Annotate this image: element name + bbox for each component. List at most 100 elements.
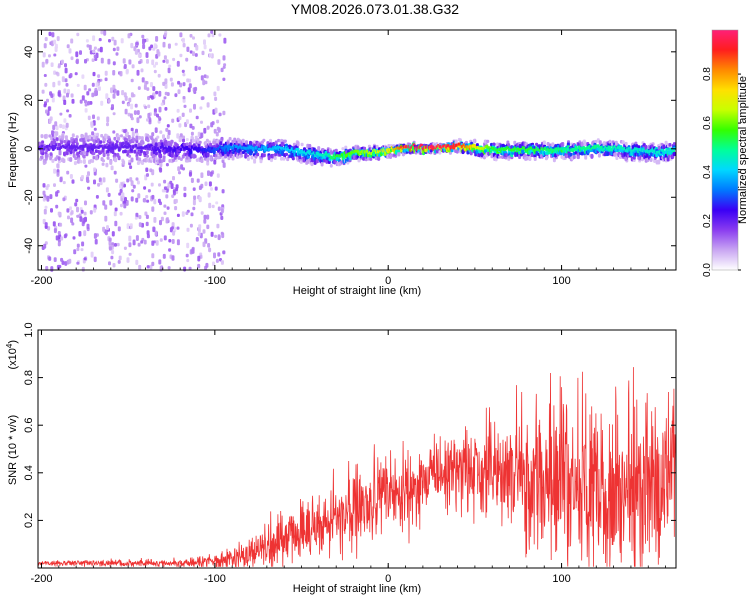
- heatmap-cell: [118, 255, 122, 261]
- heatmap-cell: [135, 135, 139, 141]
- heatmap-cell: [159, 167, 163, 173]
- chart-title: YM08.2026.073.01.38.G32: [290, 1, 460, 17]
- heatmap-cell: [96, 132, 99, 137]
- heatmap-cell: [308, 144, 312, 148]
- heatmap-cell: [150, 182, 154, 187]
- heatmap-cell: [202, 229, 206, 234]
- heatmap-cell: [163, 186, 167, 191]
- heatmap-cell: [220, 260, 224, 265]
- heatmap-cell: [281, 147, 284, 151]
- heatmap-cell: [98, 177, 102, 183]
- heatmap-cell: [138, 135, 142, 140]
- heatmap-cell: [50, 208, 53, 213]
- heatmap-cell: [91, 131, 95, 136]
- heatmap-cell: [155, 240, 159, 246]
- heatmap-cell: [320, 153, 323, 157]
- heatmap-cell: [41, 144, 44, 148]
- heatmap-cell: [215, 201, 219, 205]
- heatmap-cell: [377, 155, 381, 161]
- heatmap-cell: [400, 145, 403, 149]
- heatmap-cell: [205, 262, 209, 268]
- heatmap-cell: [303, 150, 306, 154]
- heatmap-cell: [542, 140, 546, 145]
- heatmap-cell: [55, 131, 59, 136]
- heatmap-cell: [48, 256, 52, 261]
- heatmap-cell: [78, 145, 82, 149]
- heatmap-cell: [79, 151, 83, 156]
- heatmap-cell: [121, 141, 125, 145]
- heatmap-cell: [67, 143, 71, 147]
- heatmap-cell: [121, 90, 125, 96]
- heatmap-cell: [127, 33, 131, 39]
- heatmap-cell: [42, 52, 46, 58]
- heatmap-cell: [102, 159, 105, 163]
- heatmap-cell: [239, 144, 242, 148]
- heatmap-cell: [102, 146, 105, 150]
- heatmap-cell: [546, 147, 550, 151]
- heatmap-cell: [120, 134, 123, 138]
- heatmap-cell: [206, 214, 210, 220]
- heatmap-cell: [197, 227, 201, 233]
- heatmap-cell: [111, 250, 115, 255]
- heatmap-cell: [174, 159, 178, 163]
- heatmap-cell: [116, 90, 120, 96]
- heatmap-cell: [475, 143, 479, 147]
- heatmap-cell: [256, 152, 260, 157]
- heatmap-cell: [307, 149, 311, 153]
- heatmap-cell: [438, 150, 442, 155]
- heatmap-cell: [92, 50, 96, 54]
- heatmap-cell: [99, 46, 103, 53]
- heatmap-cell: [174, 206, 178, 211]
- heatmap-cell: [250, 146, 253, 149]
- heatmap-cell: [112, 47, 116, 52]
- heatmap-cell: [74, 137, 78, 143]
- heatmap-cell: [134, 49, 138, 55]
- heatmap-cell: [293, 149, 297, 153]
- heatmap-cell: [76, 32, 80, 37]
- heatmap-cell: [53, 39, 57, 45]
- heatmap-cell: [110, 255, 114, 260]
- heatmap-cell: [106, 145, 110, 149]
- heatmap-cell: [127, 103, 131, 107]
- heatmap-cell: [206, 161, 210, 166]
- heatmap-cell: [533, 157, 537, 162]
- heatmap-cell: [484, 145, 487, 149]
- heatmap-cell: [213, 159, 217, 165]
- heatmap-cell: [136, 180, 140, 185]
- heatmap-cell: [108, 261, 111, 266]
- heatmap-cell: [69, 174, 73, 179]
- heatmap-cell: [315, 152, 319, 155]
- heatmap-cell: [53, 140, 57, 144]
- heatmap-cell: [115, 178, 119, 183]
- heatmap-cell: [312, 151, 316, 155]
- heatmap-cell: [91, 159, 95, 163]
- heatmap-cell: [634, 147, 637, 151]
- heatmap-cell: [100, 144, 103, 148]
- heatmap-cell: [144, 105, 148, 110]
- heatmap-cell: [128, 252, 132, 256]
- heatmap-cell: [446, 144, 450, 148]
- heatmap-cell: [91, 58, 95, 63]
- heatmap-cell: [320, 162, 324, 167]
- heatmap-cell: [177, 155, 181, 160]
- heatmap-cell: [221, 159, 225, 164]
- heatmap-cell: [203, 218, 207, 224]
- heatmap-cell: [206, 157, 210, 163]
- heatmap-cell: [551, 142, 555, 148]
- heatmap-cell: [44, 205, 48, 209]
- heatmap-cell: [315, 158, 319, 164]
- heatmap-cell: [59, 112, 63, 116]
- heatmap-cell: [270, 147, 273, 151]
- heatmap-cell: [185, 211, 189, 216]
- heatmap-cell: [68, 48, 72, 54]
- heatmap-cell: [295, 147, 298, 151]
- heatmap-cell: [203, 148, 206, 151]
- heatmap-cell: [128, 235, 132, 242]
- heatmap-cell: [86, 146, 89, 150]
- heatmap-cell: [200, 75, 204, 81]
- heatmap-cell: [596, 144, 600, 148]
- heatmap-cell: [214, 234, 218, 238]
- heatmap-cell: [573, 147, 576, 151]
- heatmap-cell: [556, 147, 559, 151]
- heatmap-cell: [70, 93, 74, 98]
